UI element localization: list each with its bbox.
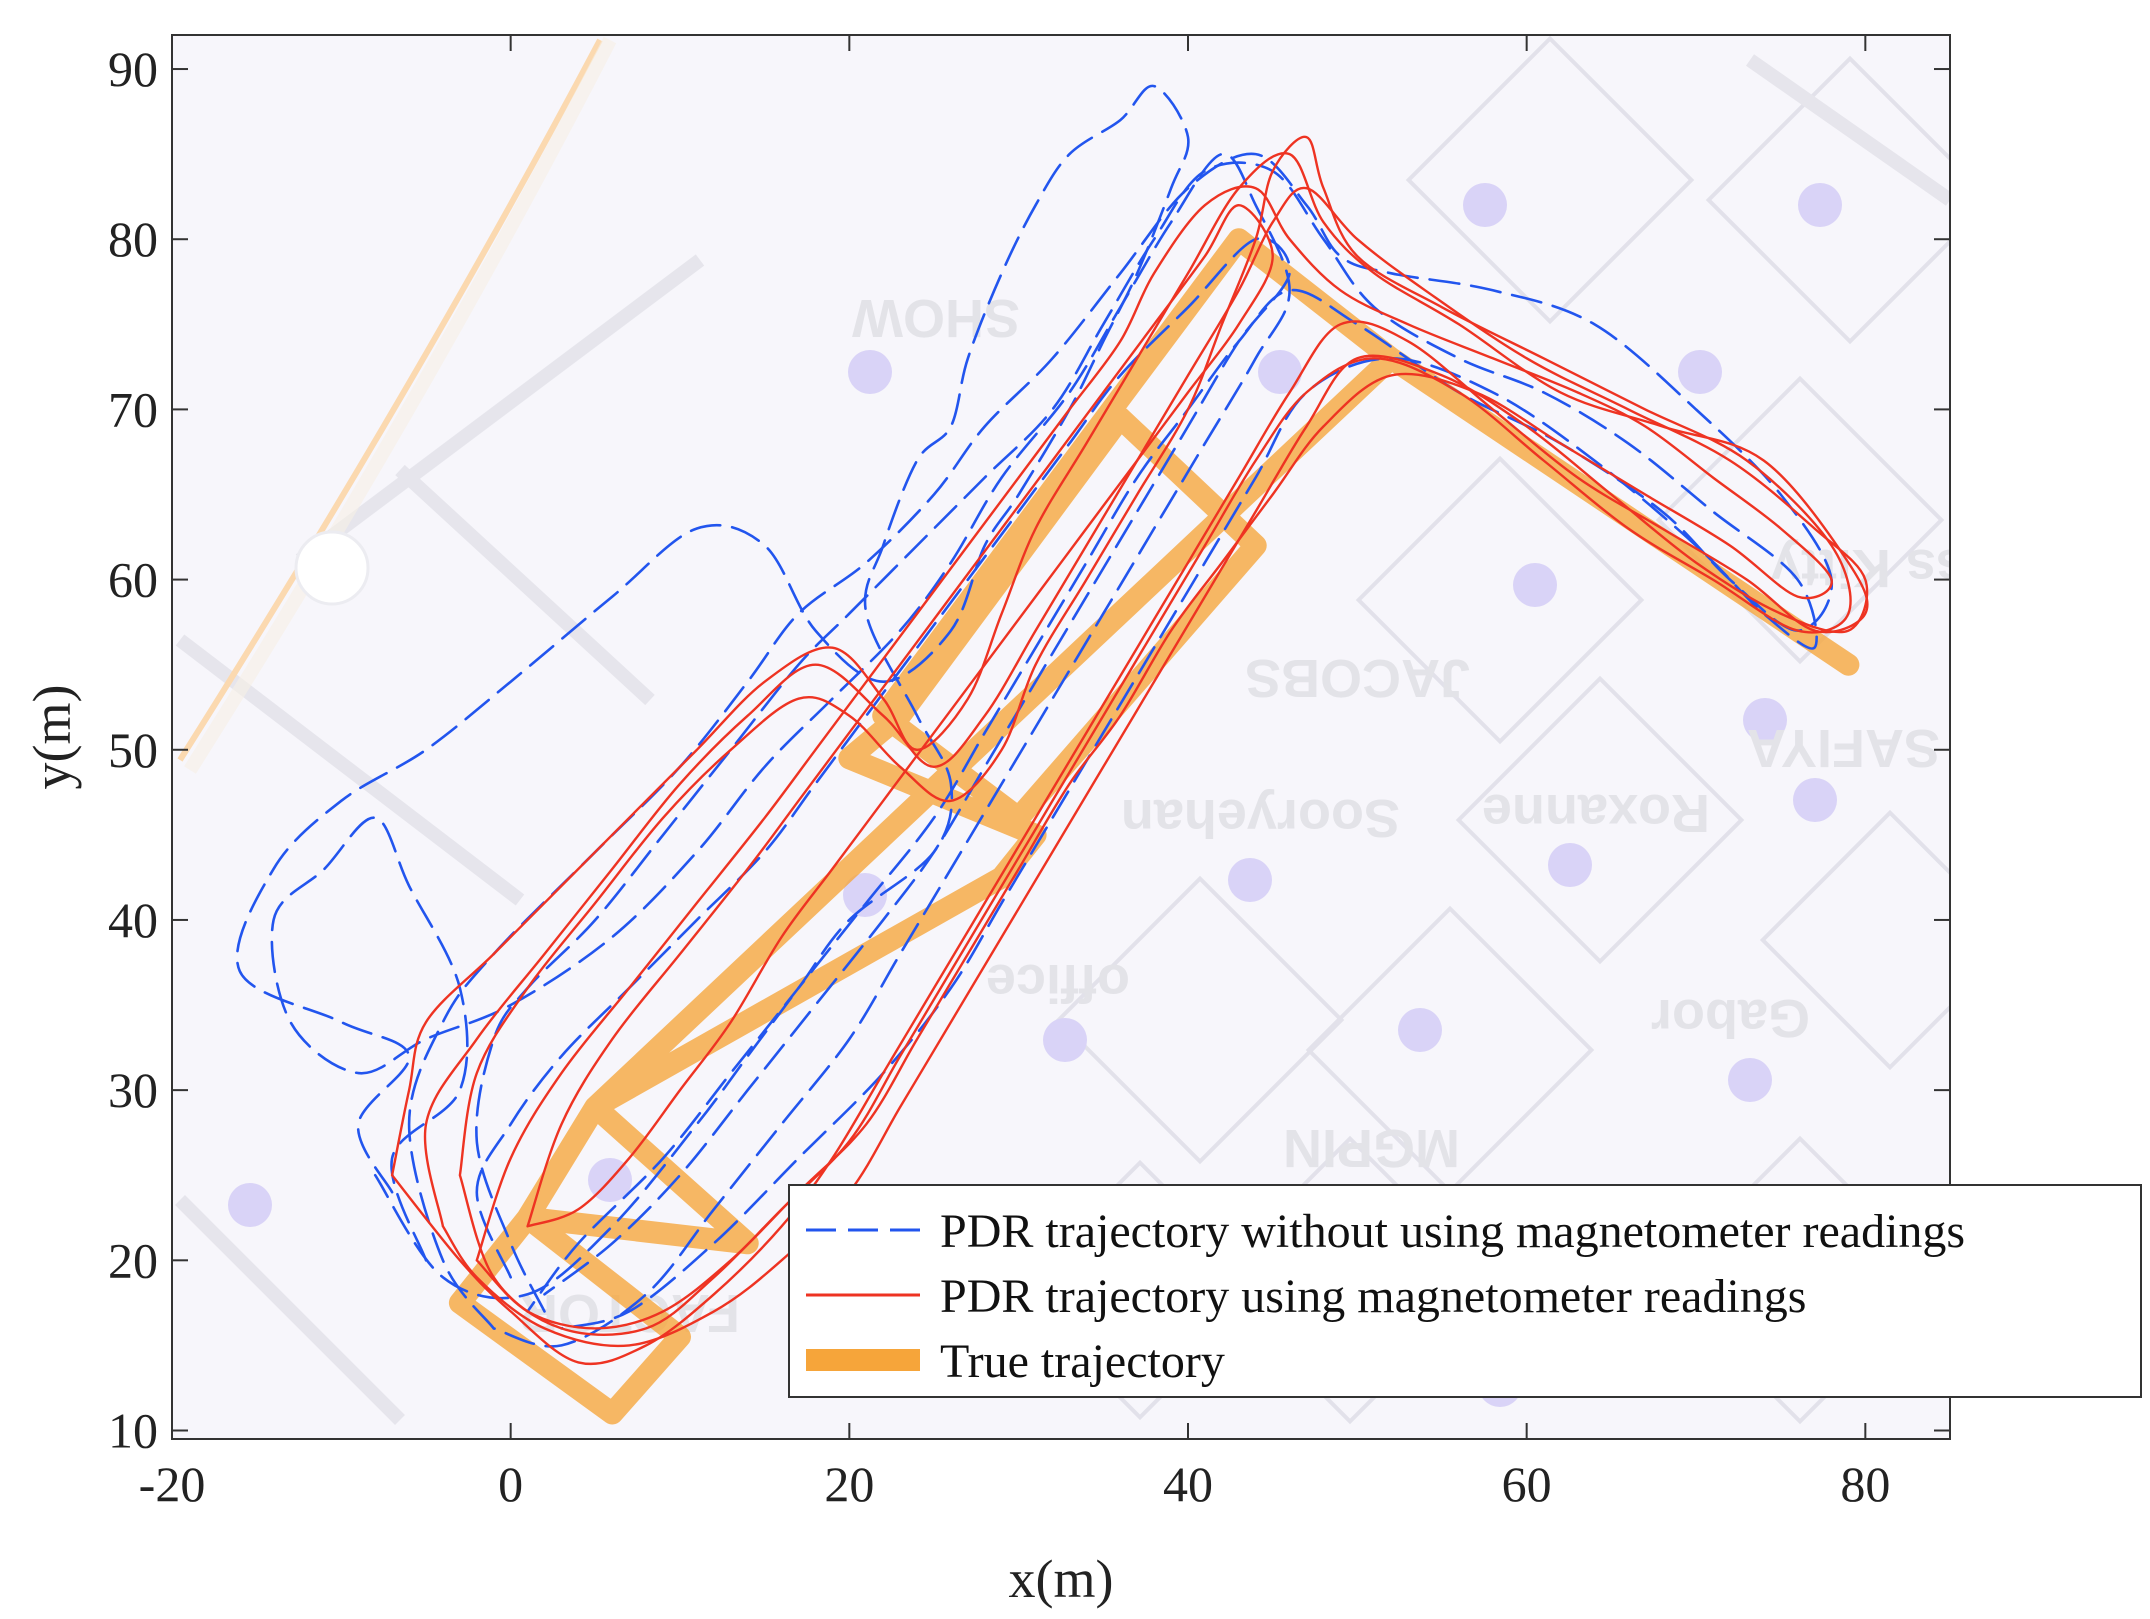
bg-label-sooryehan: Sooryehan xyxy=(1121,788,1400,848)
x-tick-label: 80 xyxy=(1840,1456,1890,1512)
series-layer xyxy=(235,84,1869,1425)
y-tick-label: 50 xyxy=(108,722,158,778)
pdr-mag-path-3 xyxy=(475,185,1833,1330)
y-tick-label: 90 xyxy=(108,41,158,97)
x-tick-label: 0 xyxy=(498,1456,523,1512)
ticks-layer: -20 0 20 40 60 80 10 20 30 40 50 60 70 80 90 xyxy=(108,35,1950,1512)
x-tick-label: 60 xyxy=(1502,1456,1552,1512)
bg-label-safiya: SAFIYA xyxy=(1747,718,1940,778)
bg-label-office: office xyxy=(986,953,1130,1013)
x-tick-label: 40 xyxy=(1163,1456,1213,1512)
pdr-no-mag-path-2 xyxy=(475,161,1818,1330)
y-tick-label: 70 xyxy=(108,381,158,437)
bg-label-gabor: Gabor xyxy=(1651,988,1810,1048)
pdr-mag-path-0 xyxy=(390,151,1869,1366)
pdr-no-mag-path-1 xyxy=(407,152,1833,1330)
pdr-no-mag-path-0 xyxy=(235,84,1190,1300)
y-tick-label: 60 xyxy=(108,552,158,608)
pdr-no-mag-path-3 xyxy=(270,152,1291,1348)
bg-label-mgpin: MGPIN xyxy=(1283,1118,1460,1178)
x-tick-label: 20 xyxy=(824,1456,874,1512)
y-tick-label: 80 xyxy=(108,211,158,267)
legend-box xyxy=(788,1184,2142,1398)
y-tick-label: 10 xyxy=(108,1402,158,1458)
x-axis-title: x(m) xyxy=(1009,1549,1114,1609)
x-tick-label: -20 xyxy=(139,1456,206,1512)
pdr-no-mag-path-4 xyxy=(475,237,1292,1296)
legend-label-pdr-no-mag: PDR trajectory without using magnetomete… xyxy=(940,1205,1965,1258)
pdr-mag-path-2 xyxy=(458,135,1852,1336)
bg-label-jacobs: JACOBS xyxy=(1245,648,1470,708)
y-axis-title: y(m) xyxy=(22,685,82,790)
pdr-mag-path-4 xyxy=(526,204,1274,1228)
pdr-mag-path-1 xyxy=(423,186,1869,1348)
bg-label-show: SHOW xyxy=(852,288,1020,348)
bg-label-roxanne: Roxanne xyxy=(1482,783,1710,843)
legend-label-pdr-mag: PDR trajectory using magnetometer readin… xyxy=(940,1270,1806,1323)
y-tick-label: 30 xyxy=(108,1062,158,1118)
legend: PDR trajectory without using magnetomete… xyxy=(788,1184,2142,1398)
bg-label-kiss-kitty: Kiss Kitty xyxy=(1771,538,2020,598)
y-tick-label: 20 xyxy=(108,1232,158,1288)
y-tick-label: 40 xyxy=(108,892,158,948)
legend-label-true: True trajectory xyxy=(940,1335,1225,1388)
plot-frame xyxy=(171,34,1951,1440)
